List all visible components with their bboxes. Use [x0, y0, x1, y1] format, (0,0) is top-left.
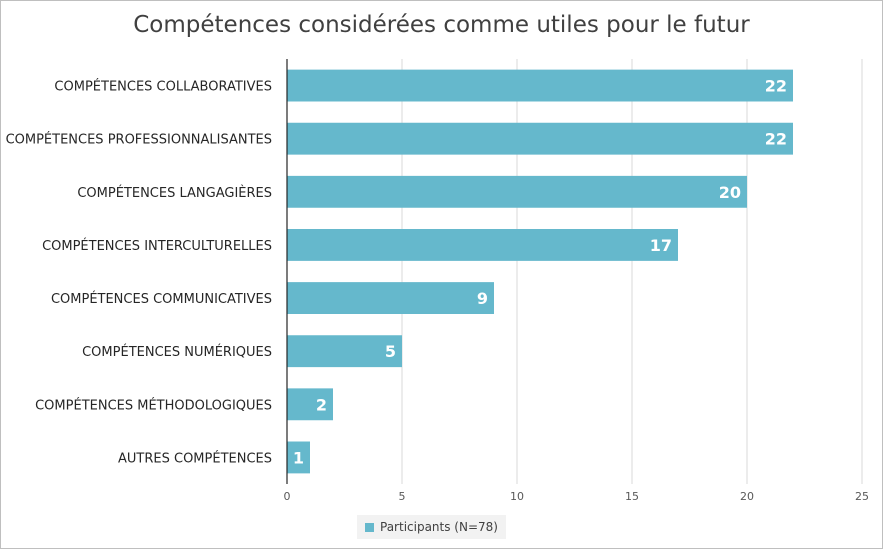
x-tick-label: 25	[855, 490, 869, 503]
data-label: 1	[293, 448, 304, 467]
x-tick-label: 15	[625, 490, 639, 503]
chart-title: Compétences considérées comme utiles pou…	[133, 12, 750, 38]
bar	[287, 388, 333, 421]
category-label: COMPÉTENCES PROFESSIONNALISANTES	[6, 132, 272, 148]
category-label: AUTRES COMPÉTENCES	[118, 450, 272, 466]
data-label: 9	[477, 289, 488, 308]
bar	[287, 282, 494, 314]
data-label: 22	[765, 77, 787, 96]
category-label: COMPÉTENCES INTERCULTURELLES	[42, 238, 272, 254]
x-tick-label: 10	[510, 490, 524, 503]
x-tick-label: 5	[399, 490, 406, 503]
x-tick-label: 20	[740, 490, 754, 503]
bar	[287, 69, 793, 102]
category-label: COMPÉTENCES NUMÉRIQUES	[82, 344, 272, 360]
x-tick-label: 0	[284, 490, 291, 503]
data-label: 2	[316, 395, 327, 414]
category-label: COMPÉTENCES COMMUNICATIVES	[51, 291, 272, 307]
category-label: COMPÉTENCES COLLABORATIVES	[54, 79, 272, 95]
data-label: 5	[385, 342, 396, 361]
bar	[287, 175, 747, 208]
legend: Participants (N=78)	[357, 515, 506, 539]
legend-label: Participants (N=78)	[380, 520, 498, 534]
bar	[287, 335, 402, 368]
data-label: 17	[650, 236, 672, 255]
category-label: COMPÉTENCES LANGAGIÈRES	[77, 185, 272, 201]
data-label: 22	[765, 130, 787, 149]
bar	[287, 229, 678, 261]
bar	[287, 122, 793, 155]
category-label: COMPÉTENCES MÉTHODOLOGIQUES	[35, 397, 272, 413]
legend-swatch	[365, 522, 374, 532]
bar	[287, 441, 310, 474]
data-label: 20	[719, 183, 741, 202]
